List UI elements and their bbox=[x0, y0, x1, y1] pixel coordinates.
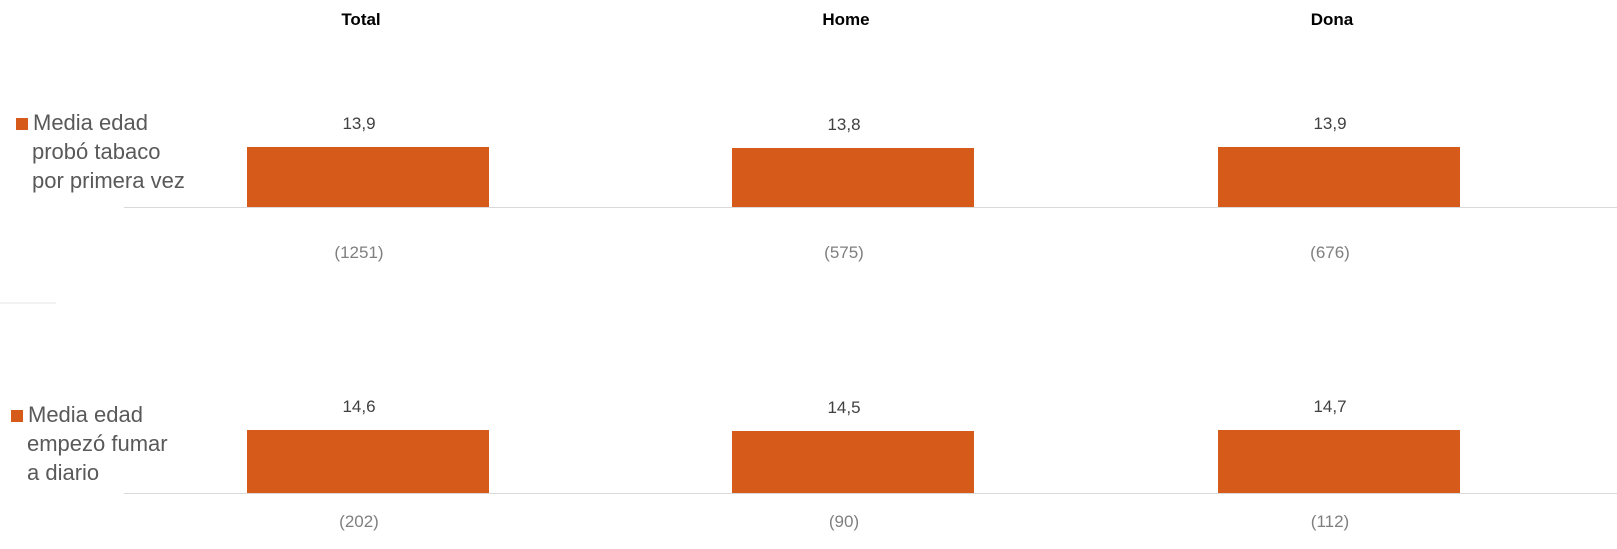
legend-label-line: a diario bbox=[27, 460, 100, 485]
data-label: 13,9 bbox=[342, 114, 376, 133]
legend-label-line: Media edad bbox=[33, 110, 148, 135]
bar-home bbox=[732, 148, 974, 207]
sample-size-label: (112) bbox=[1310, 512, 1350, 531]
column-header-dona: Dona bbox=[1310, 10, 1354, 29]
legend-label-line: Media edad bbox=[28, 402, 143, 427]
category-axis-line bbox=[124, 207, 1617, 208]
bar-total bbox=[247, 430, 489, 493]
data-label: 13,8 bbox=[827, 115, 861, 134]
bar-total bbox=[247, 147, 489, 207]
sample-size-label: (1251) bbox=[334, 243, 384, 262]
legend-entry: Media edad probó tabaco por primera vez bbox=[0, 108, 240, 198]
data-label: 13,9 bbox=[1313, 114, 1347, 133]
bar-dona bbox=[1218, 147, 1460, 207]
bar-dona bbox=[1218, 430, 1460, 493]
category-axis-line bbox=[124, 493, 1617, 494]
legend-entry: Media edad empezó fumar a diario bbox=[0, 400, 240, 490]
data-label: 14,5 bbox=[827, 398, 861, 417]
legend-swatch bbox=[16, 118, 28, 130]
sample-size-label: (90) bbox=[828, 512, 860, 531]
sample-size-label: (676) bbox=[1310, 243, 1350, 262]
column-header-total: Total bbox=[341, 10, 381, 29]
data-label: 14,6 bbox=[342, 397, 376, 416]
column-header-home: Home bbox=[822, 10, 870, 29]
bar-home bbox=[732, 431, 974, 493]
legend-label-line: empezó fumar bbox=[27, 431, 168, 456]
legend-swatch bbox=[11, 410, 23, 422]
sample-size-label: (575) bbox=[824, 243, 864, 262]
legend-label-line: por primera vez bbox=[32, 168, 185, 193]
legend-label-line: probó tabaco bbox=[32, 139, 161, 164]
data-label: 14,7 bbox=[1313, 397, 1347, 416]
divider-stub bbox=[0, 302, 56, 304]
sample-size-label: (202) bbox=[339, 512, 379, 531]
